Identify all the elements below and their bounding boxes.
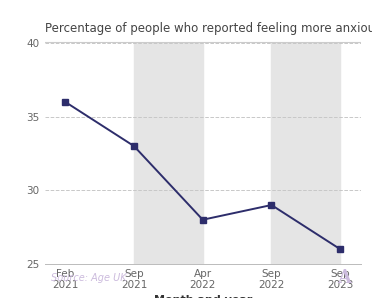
Bar: [134, 43, 203, 264]
Text: Source: Age UK: Source: Age UK: [51, 273, 126, 283]
Bar: [272, 43, 340, 264]
Text: Percentage of people who reported feeling more anxious (%): Percentage of people who reported feelin…: [45, 22, 372, 35]
Text: A: A: [337, 269, 351, 287]
X-axis label: Month and year: Month and year: [154, 294, 252, 298]
